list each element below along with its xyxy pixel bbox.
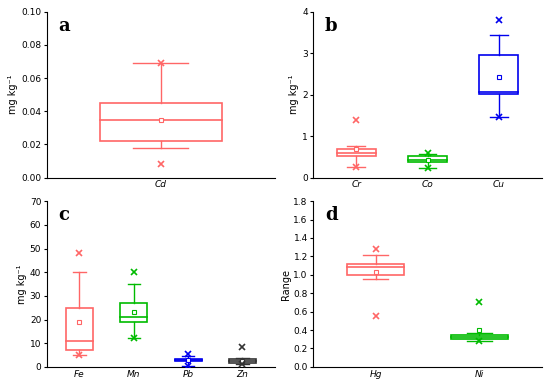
Bar [337,149,376,156]
Y-axis label: mg kg⁻¹: mg kg⁻¹ [17,264,27,304]
Bar [408,156,447,162]
Text: d: d [325,206,337,224]
Text: b: b [325,17,337,35]
Text: a: a [58,17,70,35]
Bar [100,103,222,141]
Bar [479,55,519,94]
Bar [229,359,256,363]
Bar [347,264,404,275]
Bar [120,303,147,322]
Y-axis label: mg kg⁻¹: mg kg⁻¹ [289,75,299,115]
Bar [174,359,202,361]
Text: c: c [58,206,69,224]
Bar [66,308,93,350]
Y-axis label: mg kg⁻¹: mg kg⁻¹ [8,75,18,115]
Y-axis label: Range: Range [280,269,290,300]
Bar [451,335,508,339]
